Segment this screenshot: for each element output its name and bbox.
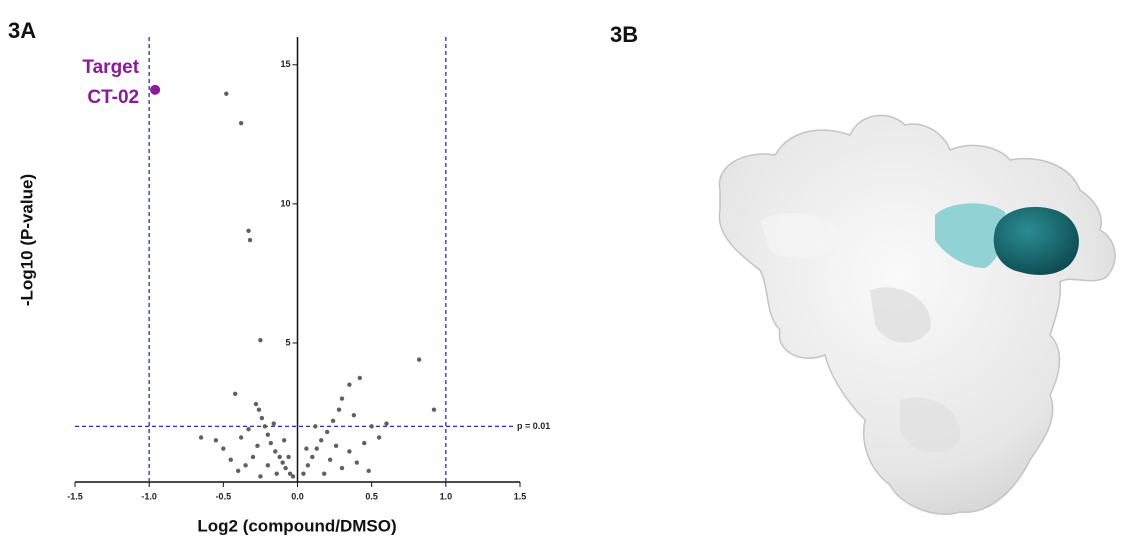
- point: [239, 121, 243, 125]
- point: [352, 413, 356, 417]
- threshold-label: p = 0.01: [517, 421, 550, 431]
- point: [310, 455, 314, 459]
- point: [328, 458, 332, 462]
- point: [340, 396, 344, 400]
- point: [367, 469, 371, 473]
- figure: 3A 3B Log2 (compound/DMSO) -Log10 (P-val…: [0, 0, 1121, 539]
- point: [278, 455, 282, 459]
- point: [260, 416, 264, 420]
- point: [340, 466, 344, 470]
- y-tick-label: 10: [280, 198, 290, 208]
- x-tick-label: 0.0: [291, 491, 304, 501]
- point: [384, 421, 388, 425]
- point: [313, 424, 317, 428]
- point: [432, 407, 436, 411]
- target-label: CT-02: [87, 87, 139, 108]
- point: [417, 357, 421, 361]
- point: [322, 471, 326, 475]
- target-label: Target: [82, 57, 139, 78]
- x-tick-label: -1.5: [67, 491, 83, 501]
- point: [315, 446, 319, 450]
- point: [214, 438, 218, 442]
- plot-area: -1.5 -1.0 -0.5 0.0 0.5 1.0 1.5 5 10 15 p = 0.01 Tar…: [67, 37, 550, 501]
- x-tick-label: -1.0: [141, 491, 157, 501]
- point: [246, 229, 250, 233]
- point: [254, 402, 258, 406]
- point: [199, 435, 203, 439]
- point: [272, 421, 276, 425]
- point: [239, 435, 243, 439]
- y-tick-label: 5: [285, 337, 290, 347]
- y-axis-title: -Log10 (P-value): [17, 174, 36, 306]
- point: [280, 460, 284, 464]
- point: [362, 441, 366, 445]
- point: [258, 474, 262, 478]
- x-tick-label: 0.5: [365, 491, 378, 501]
- x-axis-title: Log2 (compound/DMSO): [197, 516, 396, 535]
- y-tick-label: 15: [280, 59, 290, 69]
- point: [266, 463, 270, 467]
- point: [248, 238, 252, 242]
- point: [325, 430, 329, 434]
- point: [255, 444, 259, 448]
- point: [301, 471, 305, 475]
- point: [355, 460, 359, 464]
- point: [275, 471, 279, 475]
- ligand-site-dark: [994, 207, 1079, 275]
- page: 3A 3B Log2 (compound/DMSO) -Log10 (P-val…: [0, 0, 1121, 539]
- point: [263, 424, 267, 428]
- panel-label: 3B: [610, 22, 638, 47]
- point: [319, 438, 323, 442]
- target-point: [150, 85, 160, 95]
- x-tick-label: 1.5: [514, 491, 527, 501]
- point: [251, 455, 255, 459]
- point: [286, 455, 290, 459]
- point: [369, 424, 373, 428]
- point: [257, 407, 261, 411]
- point: [224, 92, 228, 96]
- point: [266, 433, 270, 437]
- point: [282, 438, 286, 442]
- point: [229, 458, 233, 462]
- point: [236, 469, 240, 473]
- point: [273, 449, 277, 453]
- x-tick-label: 1.0: [440, 491, 453, 501]
- point: [304, 446, 308, 450]
- point: [246, 427, 250, 431]
- point: [269, 441, 273, 445]
- point: [334, 444, 338, 448]
- point: [258, 338, 262, 342]
- point: [331, 419, 335, 423]
- point: [347, 449, 351, 453]
- point: [233, 392, 237, 396]
- x-tick-label: -0.5: [216, 491, 232, 501]
- point: [347, 382, 351, 386]
- point: [243, 463, 247, 467]
- point: [377, 435, 381, 439]
- panel-label: 3A: [8, 18, 36, 43]
- protein-structure: [719, 115, 1115, 514]
- point: [283, 466, 287, 470]
- point: [291, 474, 295, 478]
- point: [221, 446, 225, 450]
- point: [306, 463, 310, 467]
- point: [358, 376, 362, 380]
- point: [337, 407, 341, 411]
